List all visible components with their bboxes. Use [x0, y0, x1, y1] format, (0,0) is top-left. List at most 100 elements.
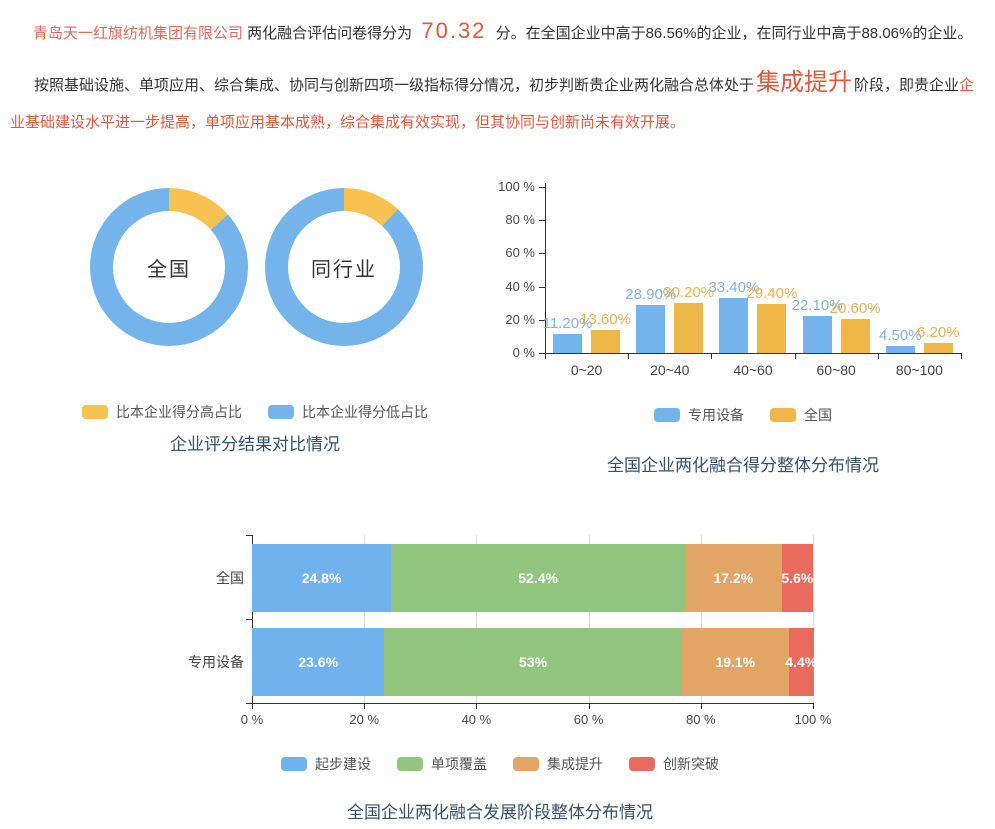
- y-axis: [545, 183, 546, 353]
- stage-prefix: 按照基础设施、单项应用、综合集成、协同与创新四项一级指标得分情况，初步判断贵企业…: [34, 77, 755, 94]
- donut-group: 全国 同行业: [60, 180, 450, 480]
- y-tick-label: 0 %: [512, 345, 535, 360]
- stage-detail: 企业基础建设水平进一步提高，单项应用基本成熟，综合集成有效实现，但其协同与创新尚…: [10, 77, 975, 131]
- x-tick-label: 0 %: [240, 712, 264, 727]
- legend-label: 专用设备: [688, 407, 744, 423]
- y-axis-tick: [246, 703, 252, 704]
- y-tick-label: 60 %: [505, 245, 535, 261]
- bar-value-label: 20.60%: [829, 299, 881, 317]
- legend-label: 比本企业得分低占比: [302, 404, 428, 420]
- stack-segment-起步建设: 24.8%: [252, 544, 392, 612]
- stack-segment-集成提升: 17.2%: [685, 544, 782, 612]
- bar-专用设备-60~80: [802, 316, 832, 353]
- stage-name: 集成提升: [756, 69, 853, 96]
- donut-comparison-chart: 全国 同行业 比本企业得分高占比 比本企业得分低占比 企业评分结果对比情况: [60, 180, 450, 480]
- x-axis-tick: [813, 703, 814, 709]
- donut-national: 全国: [90, 188, 248, 346]
- score-detail: 分。在全国企业中高于86.56%的企业，在同行业中高于88.06%的企业。: [491, 25, 973, 42]
- y-axis-tick: [539, 286, 545, 288]
- y-tick-label: 40 %: [505, 278, 535, 294]
- grid-line: [588, 535, 590, 703]
- bar-value-label: 4.50%: [879, 326, 922, 344]
- x-axis: [545, 353, 962, 354]
- bar-value-label: 30.20%: [663, 283, 715, 301]
- legend-swatch: [654, 408, 680, 422]
- bar-全国-80~100: [923, 342, 953, 353]
- x-axis-tick: [877, 353, 879, 359]
- legend-label: 起步建设: [315, 756, 371, 772]
- score-summary: 青岛天一红旗纺机集团有限公司 两化融合评估问卷得分为 70.32 分。在全国企业…: [33, 16, 983, 49]
- row-label: 全国: [216, 570, 244, 586]
- legend-item[interactable]: 专用设备: [654, 405, 744, 425]
- legend-item[interactable]: 创新突破: [629, 754, 719, 774]
- stage-summary: 按照基础设施、单项应用、综合集成、协同与创新四项一级指标得分情况，初步判断贵企业…: [10, 64, 982, 141]
- bar-chart-title: 全国企业两化融合得分整体分布情况: [607, 456, 879, 475]
- stacked-chart-title: 全国企业两化融合发展阶段整体分布情况: [347, 803, 653, 822]
- bar-专用设备-40~60: [719, 297, 749, 353]
- y-axis-tick: [246, 535, 252, 536]
- stage-distribution-stacked-chart: 起步建设 单项覆盖 集成提升 创新突破 全国企业两化融合发展阶段整体分布情况 0 % 2…: [150, 528, 850, 829]
- bar-全国-40~60: [757, 304, 787, 353]
- donut-center-label: 同行业: [288, 211, 400, 323]
- legend-label: 创新突破: [663, 756, 719, 772]
- bar-专用设备-0~20: [553, 334, 582, 353]
- bar-全国-20~40: [674, 302, 704, 353]
- x-axis-tick: [628, 353, 630, 359]
- grid-line: [813, 535, 814, 703]
- stack-segment-创新突破: 5.6%: [781, 544, 813, 612]
- x-axis-tick: [588, 703, 590, 709]
- stage-mid: 阶段，即贵企业: [854, 77, 960, 94]
- category-label: 20~40: [650, 362, 690, 378]
- legend-swatch: [513, 757, 539, 771]
- x-axis-tick: [545, 353, 546, 359]
- x-tick-label: 100 %: [794, 712, 832, 727]
- y-axis-tick: [539, 187, 545, 188]
- bar-全国-0~20: [591, 330, 620, 353]
- x-axis-tick: [364, 703, 366, 709]
- category-label: 80~100: [895, 362, 943, 378]
- x-tick-label: 60 %: [573, 712, 604, 727]
- stack-segment-单项覆盖: 52.4%: [391, 544, 686, 612]
- x-tick-label: 20 %: [349, 712, 380, 727]
- x-axis-tick: [711, 353, 713, 359]
- x-axis-tick: [794, 353, 796, 359]
- y-axis-tick: [539, 220, 545, 222]
- legend-item[interactable]: 比本企业得分高占比: [82, 402, 242, 422]
- x-axis: [252, 703, 814, 704]
- legend-item[interactable]: 集成提升: [513, 754, 603, 774]
- grid-line: [700, 535, 702, 703]
- category-label: 0~20: [570, 362, 603, 378]
- y-axis-tick: [539, 319, 545, 321]
- bar-专用设备-80~100: [885, 345, 915, 353]
- bar-value-label: 29.40%: [746, 285, 798, 303]
- donut-chart-title: 企业评分结果对比情况: [170, 435, 340, 454]
- legend-swatch: [82, 405, 108, 419]
- company-name: 青岛天一红旗纺机集团有限公司: [33, 25, 244, 42]
- category-label: 40~60: [733, 362, 773, 378]
- legend-swatch: [397, 757, 423, 771]
- y-tick-label: 80 %: [505, 212, 535, 228]
- legend-swatch: [281, 757, 307, 771]
- legend-item[interactable]: 比本企业得分低占比: [268, 402, 428, 422]
- donut-legend: 比本企业得分高占比 比本企业得分低占比: [60, 402, 450, 422]
- stack-segment-单项覆盖: 53%: [384, 628, 682, 696]
- y-axis-tick: [246, 619, 252, 620]
- y-axis-tick: [539, 353, 545, 354]
- bar-value-label: 33.40%: [708, 278, 760, 296]
- legend-label: 全国: [804, 407, 832, 423]
- y-tick-label: 100 %: [498, 179, 535, 194]
- legend-label: 比本企业得分高占比: [116, 404, 242, 420]
- y-tick-label: 20 %: [505, 311, 535, 327]
- legend-item[interactable]: 单项覆盖: [397, 754, 487, 774]
- bar-value-label: 13.60%: [580, 311, 631, 329]
- donut-industry: 同行业: [265, 188, 423, 346]
- score-distribution-bar-chart: 专用设备 全国 全国企业两化融合得分整体分布情况 0 % 20 % 40 % 60 % 8…: [498, 175, 988, 485]
- stack-segment-起步建设: 23.6%: [252, 628, 385, 696]
- stack-segment-创新突破: 4.4%: [785, 628, 817, 696]
- legend-item[interactable]: 全国: [770, 405, 832, 425]
- bar-chart-legend: 专用设备 全国: [498, 405, 988, 425]
- stack-segment-集成提升: 19.1%: [681, 628, 789, 696]
- x-tick-label: 80 %: [685, 712, 716, 727]
- legend-item[interactable]: 起步建设: [281, 754, 371, 774]
- x-axis-tick: [700, 703, 702, 709]
